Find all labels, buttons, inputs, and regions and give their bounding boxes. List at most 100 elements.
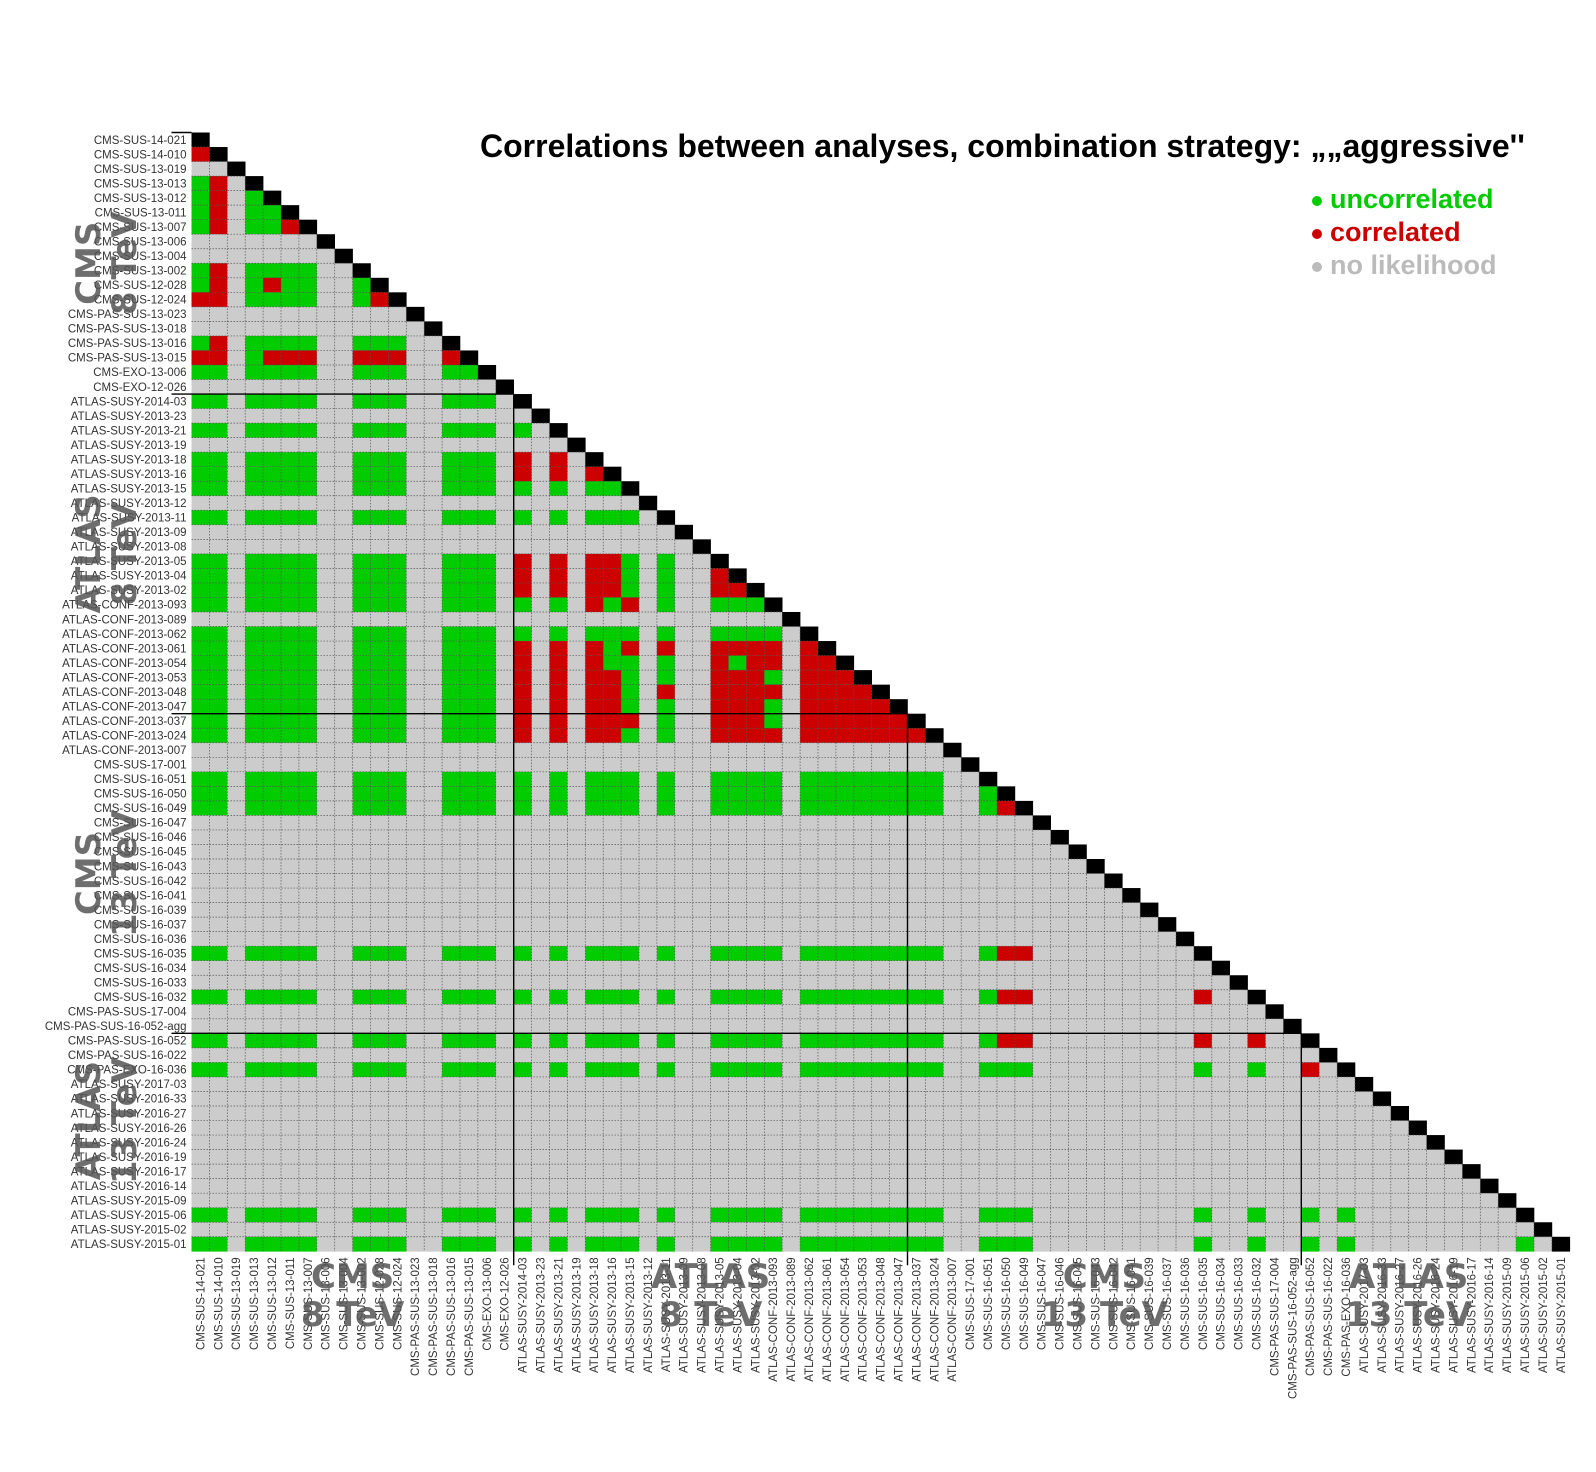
matrix-cell [800,757,819,773]
matrix-cell [674,1062,693,1078]
matrix-cell [603,800,622,816]
matrix-cell [925,1106,944,1121]
matrix-cell [979,1076,998,1092]
matrix-cell [442,539,461,555]
matrix-cell [1140,1004,1159,1020]
matrix-cell [460,582,479,598]
matrix-cell [764,641,783,656]
matrix-cell [1355,1106,1374,1121]
matrix-cell [585,1062,604,1078]
matrix-cell [710,975,729,991]
matrix-cell [782,684,801,700]
matrix-cell [889,786,908,802]
matrix-cell [1104,1120,1123,1136]
matrix-cell [925,1236,944,1252]
matrix-cell [639,859,658,874]
matrix-cell [961,989,980,1005]
matrix-cell [979,1193,998,1209]
matrix-cell [424,728,443,744]
matrix-cell [370,829,389,845]
matrix-cell [1211,1076,1230,1092]
matrix-cell [889,815,908,831]
matrix-cell [227,379,246,395]
matrix-cell [925,960,944,976]
matrix-cell [298,321,318,337]
matrix-cell [1390,1207,1409,1223]
column-label: ATLAS-CONF-2013-062 [804,1257,816,1381]
matrix-cell [406,1004,425,1020]
matrix-cell [961,1004,980,1020]
matrix-cell [388,539,407,555]
matrix-cell [1158,1193,1177,1209]
matrix-cell [1068,1033,1087,1049]
matrix-cell [495,989,514,1005]
matrix-cell [692,888,711,903]
matrix-cell [764,989,783,1005]
matrix-cell [281,219,300,235]
matrix-cell [567,437,586,453]
matrix-cell [227,466,246,482]
matrix-cell [818,888,837,903]
matrix-cell [549,1193,568,1209]
matrix-cell [477,960,497,976]
matrix-cell [316,1062,335,1078]
matrix-cell [603,524,622,540]
matrix-cell [567,1178,586,1194]
matrix-cell [334,888,353,903]
matrix-cell [424,408,443,424]
matrix-cell [1444,1164,1463,1179]
matrix-cell [692,931,711,947]
matrix-cell [1211,1236,1230,1252]
matrix-cell [889,1207,908,1223]
matrix-cell [710,568,729,584]
matrix-cell [800,975,819,991]
matrix-cell [764,1164,783,1179]
matrix-cell [316,771,335,787]
matrix-cell [245,350,264,366]
matrix-cell [245,1033,264,1049]
matrix-cell [406,800,425,816]
matrix-cell [1193,989,1213,1005]
matrix-cell [316,466,335,482]
matrix-cell [352,611,371,627]
matrix-cell [263,902,282,918]
matrix-cell [370,597,389,613]
matrix-cell [621,597,640,613]
matrix-cell [621,1004,640,1020]
matrix-cell [746,1091,765,1107]
matrix-cell [209,989,228,1005]
matrix-cell [639,1164,658,1179]
row-label: CMS-SUS-16-043 [94,861,187,873]
matrix-cell [835,1120,855,1136]
matrix-cell [245,335,264,351]
column-label: CMS-SUS-16-050 [1001,1257,1013,1350]
matrix-cell [567,452,586,467]
matrix-cell [245,568,264,584]
matrix-cell [853,742,872,758]
matrix-cell [997,1106,1016,1121]
matrix-cell [1050,1164,1069,1179]
matrix-cell [477,364,497,380]
matrix-cell [585,975,604,991]
matrix-cell [585,800,604,816]
matrix-cell [889,1018,908,1034]
matrix-cell [477,975,497,991]
matrix-cell [818,786,837,802]
matrix-cell [316,437,335,453]
matrix-cell [1265,1120,1284,1136]
matrix-cell [298,277,318,293]
matrix-cell [639,495,658,511]
matrix-cell [621,510,640,526]
matrix-cell [370,1193,389,1209]
matrix-cell [674,684,693,700]
matrix-cell [1104,1033,1123,1049]
matrix-cell [692,1178,711,1194]
matrix-cell [1086,1164,1105,1179]
matrix-cell [585,568,604,584]
matrix-cell [1158,1076,1177,1092]
matrix-cell [1068,917,1087,932]
matrix-cell [585,931,604,947]
matrix-cell [1193,1236,1213,1252]
matrix-cell [1104,1062,1123,1078]
matrix-cell [603,713,622,729]
